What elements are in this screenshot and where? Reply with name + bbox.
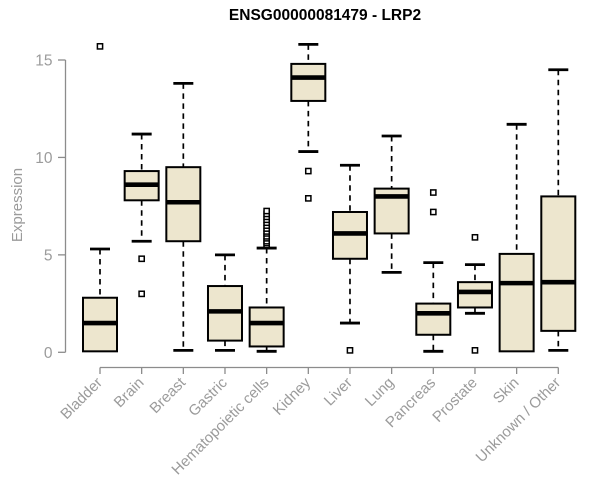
outlier-point-kidney xyxy=(304,195,312,202)
box-kidney xyxy=(290,62,327,102)
box-prostate xyxy=(456,281,493,309)
chart-title: ENSG00000081479 - LRP2 xyxy=(228,7,422,24)
x-tick-label: Lung xyxy=(362,374,398,410)
box-hematopoietic-cells xyxy=(248,306,285,348)
box-unknown-other xyxy=(540,195,577,332)
x-tick-label: Brain xyxy=(111,374,148,411)
outlier-point-prostate xyxy=(471,233,479,241)
outlier-point-brain xyxy=(138,290,146,298)
x-tick-label: Prostate xyxy=(429,374,481,426)
x-tick-label: Skin xyxy=(490,374,523,407)
x-tick-label: Bladder xyxy=(57,374,106,423)
outlier-point-kidney xyxy=(304,167,312,175)
box-pancreas xyxy=(415,302,452,336)
outlier-point-bladder xyxy=(96,43,104,50)
outlier-point-hematopoietic-cells xyxy=(263,207,271,215)
outlier-point-brain xyxy=(138,255,146,263)
y-tick-label: 5 xyxy=(44,247,53,264)
x-tick-label: Breast xyxy=(146,374,189,417)
outlier-point-prostate xyxy=(471,347,479,354)
outlier-point-pancreas xyxy=(429,208,437,216)
y-tick-label: 15 xyxy=(35,53,52,70)
outlier-point-liver xyxy=(346,347,354,354)
y-tick-label: 0 xyxy=(44,345,53,362)
y-tick-label: 10 xyxy=(35,150,53,167)
x-tick-label: Kidney xyxy=(270,374,315,419)
outlier-point-pancreas xyxy=(429,189,437,196)
box-skin xyxy=(498,252,535,353)
x-tick-label: Liver xyxy=(321,374,356,409)
